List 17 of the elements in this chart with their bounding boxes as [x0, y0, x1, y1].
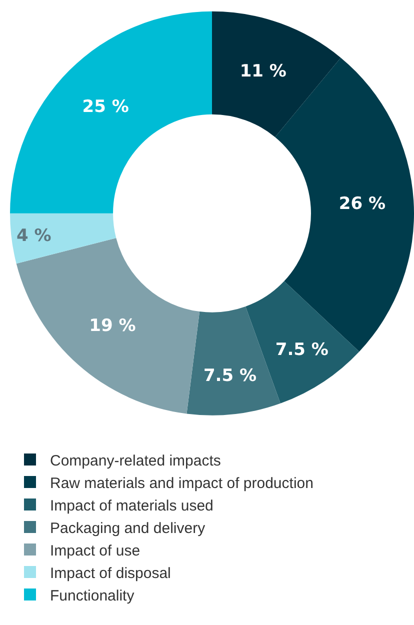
data-label: 4 %: [16, 226, 52, 246]
data-label: 7.5 %: [203, 366, 257, 386]
data-label: 26 %: [338, 194, 386, 214]
data-label: 25 %: [82, 96, 129, 117]
legend-label: Raw materials and impact of production: [50, 474, 314, 492]
donut-slice: [212, 11, 341, 138]
legend-label: Impact of materials used: [50, 497, 214, 514]
legend-label: Impact of disposal: [50, 564, 171, 582]
data-label: 19 %: [89, 316, 136, 336]
donut-slice: [10, 213, 116, 264]
legend-label: Functionality: [50, 587, 135, 604]
donut-slice: [10, 11, 212, 214]
legend-label: Company-related impacts: [50, 452, 221, 470]
data-label: 11 %: [240, 61, 286, 82]
data-label: 7.5 %: [275, 340, 328, 360]
legend-label: Packaging and delivery: [50, 520, 206, 537]
legend-label: Impact of use: [50, 542, 140, 560]
